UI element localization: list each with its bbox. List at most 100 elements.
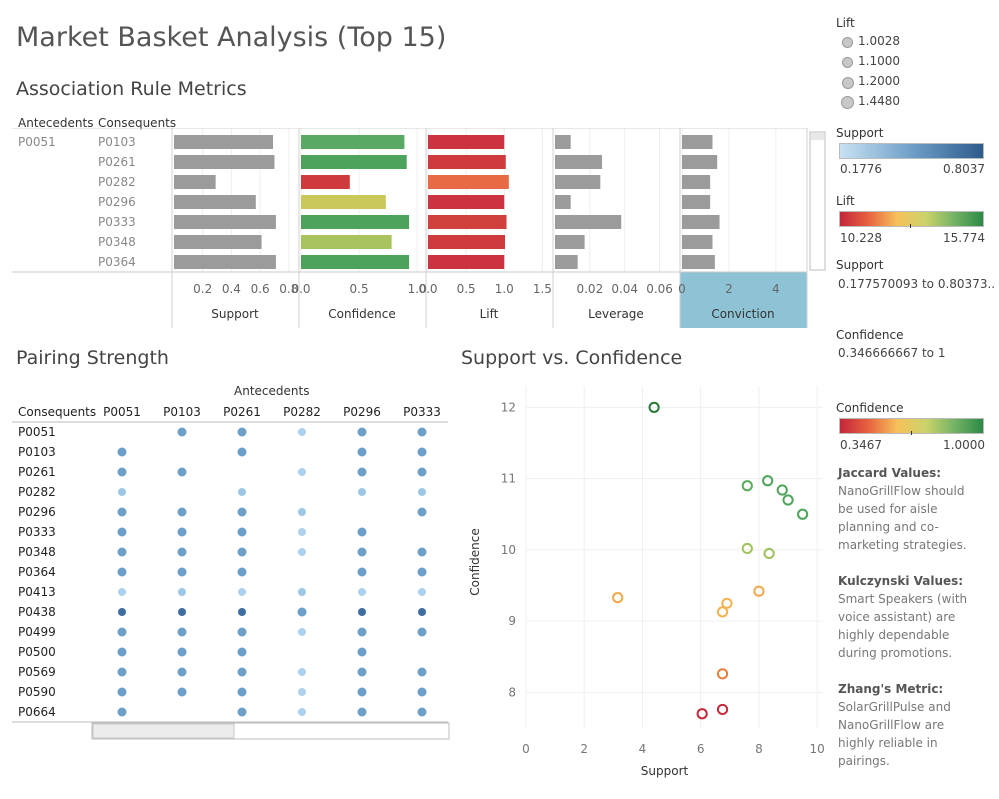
pairing-dot[interactable] <box>297 607 307 617</box>
scatter-point[interactable] <box>716 703 729 716</box>
leverage-bar[interactable] <box>555 155 603 169</box>
pairing-dot[interactable] <box>298 588 306 596</box>
pairing-dot[interactable] <box>298 548 306 556</box>
pairing-dot[interactable] <box>237 447 247 457</box>
pairing-dot[interactable] <box>177 647 187 657</box>
pairing-dot[interactable] <box>117 667 127 677</box>
scatter-point[interactable] <box>741 480 753 492</box>
conviction-bar[interactable] <box>682 175 711 189</box>
pairing-dot[interactable] <box>418 608 426 616</box>
confidence-bar[interactable] <box>301 255 410 269</box>
pairing-dot[interactable] <box>358 608 366 616</box>
pairing-dot[interactable] <box>117 707 127 717</box>
scatter-point[interactable] <box>721 597 733 609</box>
conviction-bar[interactable] <box>682 155 718 169</box>
confidence-bar[interactable] <box>301 215 410 229</box>
pairing-dot[interactable] <box>117 687 127 697</box>
pairing-dot[interactable] <box>357 447 367 457</box>
pairing-dot[interactable] <box>177 427 187 437</box>
support-bar[interactable] <box>174 175 216 189</box>
scatter-point[interactable] <box>797 508 809 520</box>
support-bar[interactable] <box>174 135 274 149</box>
conviction-axis-highlight[interactable] <box>680 272 807 328</box>
lift-bar[interactable] <box>428 135 505 149</box>
pairing-dot[interactable] <box>117 467 127 477</box>
conviction-bar[interactable] <box>682 235 713 249</box>
pairing-dot[interactable] <box>357 647 367 657</box>
pairing-dot[interactable] <box>177 527 187 537</box>
pairing-dot[interactable] <box>298 668 306 676</box>
pairing-dot[interactable] <box>298 428 306 436</box>
pairing-dot[interactable] <box>177 547 187 557</box>
pairing-dot[interactable] <box>298 628 306 636</box>
pairing-dot[interactable] <box>418 588 426 596</box>
scatter-point[interactable] <box>741 542 753 555</box>
support-bar[interactable] <box>174 215 276 229</box>
pairing-dot[interactable] <box>237 547 247 557</box>
lift-bar[interactable] <box>428 175 509 189</box>
pairing-dot[interactable] <box>237 567 247 577</box>
pairing-dot[interactable] <box>238 488 246 496</box>
pairing-dot[interactable] <box>238 608 246 616</box>
pairing-dot[interactable] <box>117 527 127 537</box>
pairing-dot[interactable] <box>417 687 427 697</box>
pairing-dot[interactable] <box>237 687 247 697</box>
lift-bar[interactable] <box>428 235 506 249</box>
pairing-dot[interactable] <box>417 507 427 517</box>
pairing-dot[interactable] <box>417 547 427 557</box>
confidence-bar[interactable] <box>301 175 350 189</box>
scatter-point[interactable] <box>648 401 660 413</box>
scatter-point[interactable] <box>612 592 624 604</box>
confidence-bar[interactable] <box>301 155 407 169</box>
pairing-dot[interactable] <box>238 588 246 596</box>
leverage-bar[interactable] <box>555 175 601 189</box>
pairing-dot[interactable] <box>417 707 427 717</box>
pairing-dot[interactable] <box>177 687 187 697</box>
pairing-dot[interactable] <box>418 488 426 496</box>
conviction-bar[interactable] <box>682 255 715 269</box>
pairing-dot[interactable] <box>417 427 427 437</box>
lift-bar[interactable] <box>428 155 506 169</box>
pairing-dot[interactable] <box>357 547 367 557</box>
pairing-dot[interactable] <box>358 588 366 596</box>
support-bar[interactable] <box>174 195 256 209</box>
confidence-bar[interactable] <box>301 135 405 149</box>
pairing-dot[interactable] <box>237 627 247 637</box>
pairing-dot[interactable] <box>117 507 127 517</box>
conviction-bar[interactable] <box>682 215 720 229</box>
lift-bar[interactable] <box>428 215 507 229</box>
pairing-dot[interactable] <box>237 707 247 717</box>
conviction-bar[interactable] <box>682 135 713 149</box>
pairing-dot[interactable] <box>117 647 127 657</box>
pairing-dot[interactable] <box>357 627 367 637</box>
scatter-point[interactable] <box>763 547 775 560</box>
lift-bar[interactable] <box>428 255 505 269</box>
scatter-point[interactable] <box>696 708 708 720</box>
confidence-filter-range[interactable]: 0.346666667 to 1 <box>838 346 946 360</box>
pairing-dot[interactable] <box>298 508 306 516</box>
pairing-dot[interactable] <box>237 427 247 437</box>
leverage-bar[interactable] <box>555 215 622 229</box>
pairing-dot[interactable] <box>357 687 367 697</box>
scatter-point[interactable] <box>753 585 765 597</box>
pairing-dot[interactable] <box>118 588 126 596</box>
pairing-dot[interactable] <box>178 588 186 596</box>
lift-bar[interactable] <box>428 195 505 209</box>
pairing-dot[interactable] <box>417 627 427 637</box>
support-bar[interactable] <box>174 155 275 169</box>
pairing-dot[interactable] <box>357 707 367 717</box>
pairing-dot[interactable] <box>417 667 427 677</box>
pairing-dot[interactable] <box>117 547 127 557</box>
pairing-dot[interactable] <box>357 427 367 437</box>
pairing-dot[interactable] <box>178 608 186 616</box>
pairing-dot[interactable] <box>118 488 126 496</box>
pairing-dot[interactable] <box>357 567 367 577</box>
pairing-dot[interactable] <box>298 708 306 716</box>
pairing-dot[interactable] <box>237 667 247 677</box>
scatter-point[interactable] <box>776 484 788 496</box>
scrollbar-thumb[interactable] <box>811 133 824 140</box>
pairing-dot[interactable] <box>237 527 247 537</box>
support-bar[interactable] <box>174 255 276 269</box>
leverage-bar[interactable] <box>555 195 571 209</box>
conviction-bar[interactable] <box>682 195 711 209</box>
